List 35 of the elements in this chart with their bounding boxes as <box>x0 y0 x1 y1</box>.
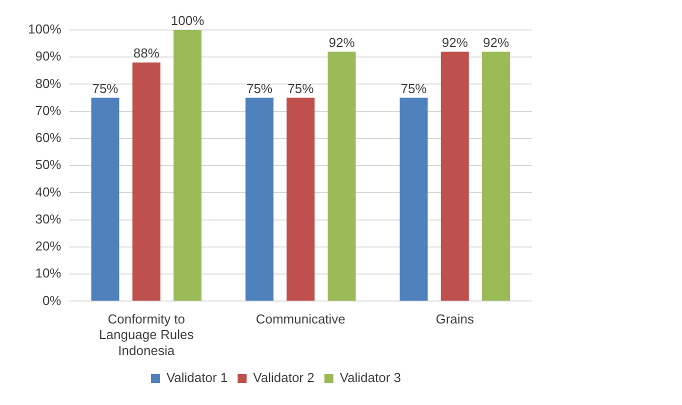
x-tick-label: Grains <box>436 312 475 327</box>
data-label: 92% <box>442 34 468 50</box>
bar <box>91 98 120 301</box>
data-label: 75% <box>288 80 314 96</box>
y-tick-label: 0% <box>42 292 62 308</box>
bar <box>174 30 202 301</box>
bar <box>400 98 428 301</box>
bar <box>286 98 315 301</box>
data-label: 75% <box>246 80 273 96</box>
y-tick-label: 90% <box>35 48 62 64</box>
y-tick-label: 70% <box>35 102 62 118</box>
data-label: 88% <box>133 46 160 61</box>
bar <box>246 98 274 301</box>
y-tick-label: 30% <box>35 211 62 226</box>
data-label: 100% <box>170 13 205 28</box>
data-label: 92% <box>328 34 356 50</box>
data-label: 92% <box>482 34 510 50</box>
y-tick-label: 20% <box>35 238 62 254</box>
y-tick-label: 80% <box>35 76 62 91</box>
y-tick-label: 50% <box>35 157 62 172</box>
bar <box>482 52 510 301</box>
data-label: 75% <box>92 80 119 96</box>
bar <box>132 62 160 301</box>
data-label: 75% <box>400 80 428 96</box>
bar <box>440 52 469 301</box>
legend-label: Validator 3 <box>340 370 402 386</box>
y-tick-label: 60% <box>35 130 62 146</box>
y-tick-label: 10% <box>35 266 62 281</box>
x-tick-label: Communicative <box>256 312 346 327</box>
y-tick-label: 40% <box>35 184 62 200</box>
x-tick-label: Conformity to Language Rules Indonesia <box>99 312 194 358</box>
legend-label: Validator 1 <box>166 370 228 386</box>
y-tick-label: 100% <box>28 22 62 37</box>
legend-label: Validator 2 <box>253 370 314 386</box>
bar <box>328 52 356 301</box>
